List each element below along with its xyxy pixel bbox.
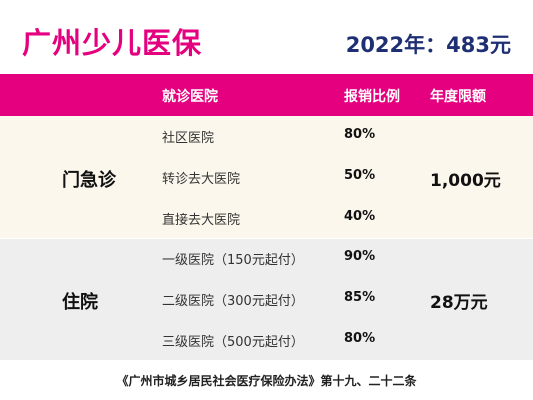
annual-premium: 2022年：483元 [345,33,511,57]
source-citation: 《广州市城乡居民社会医疗保险办法》第十九、二十二条 [116,374,417,388]
ratio-cell: 80% [344,127,376,142]
institution-cell: 二级医院（300元起付） [162,294,304,309]
ratio-cell: 40% [344,209,376,224]
category-label: 门急诊 [62,170,116,191]
ratio-cell: 90% [344,249,376,264]
category-label: 住院 [62,292,98,313]
institution-cell: 三级医院（500元起付） [162,335,304,350]
table-row: 社区医院 80% [0,116,533,156]
table-row: 二级医院（300元起付） 85% [0,279,533,319]
institution-cell: 转诊去大医院 [162,172,241,187]
ratio-cell: 80% [344,331,376,346]
table-row: 一级医院（150元起付） 90% [0,238,533,278]
table-header: 就诊医院 报销比例 年度限额 [0,74,533,116]
table-row: 转诊去大医院 50% [0,157,533,197]
ratio-cell: 85% [344,290,376,305]
table-row: 直接去大医院 40% [0,198,533,238]
ratio-cell: 50% [344,168,376,183]
institution-cell: 一级医院（150元起付） [162,253,304,268]
section-divider [0,238,533,239]
annual-limit: 28万元 [430,293,488,313]
column-header-ratio: 报销比例 [344,89,400,105]
section-outpatient: 门急诊 社区医院 80% 转诊去大医院 50% 直接去大医院 40% 1,000… [0,116,533,238]
institution-cell: 社区医院 [162,131,215,146]
column-header-limit: 年度限额 [430,89,486,105]
column-header-institution: 就诊医院 [162,89,218,105]
table-row: 三级医院（500元起付） 80% [0,320,533,360]
section-inpatient: 住院 一级医院（150元起付） 90% 二级医院（300元起付） 85% 三级医… [0,238,533,360]
annual-limit: 1,000元 [430,171,501,191]
institution-cell: 直接去大医院 [162,213,241,228]
page-title: 广州少儿医保 [22,26,203,60]
